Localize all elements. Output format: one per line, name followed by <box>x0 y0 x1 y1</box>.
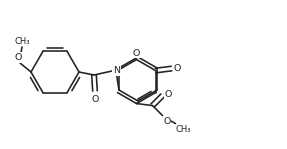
Text: O: O <box>15 53 22 62</box>
Text: O: O <box>91 95 99 104</box>
Text: N: N <box>113 66 120 75</box>
Text: O: O <box>174 64 181 73</box>
Text: O: O <box>164 117 171 126</box>
Text: O: O <box>164 90 172 99</box>
Text: CH₃: CH₃ <box>14 37 30 46</box>
Text: CH₃: CH₃ <box>176 125 191 134</box>
Text: O: O <box>133 49 140 58</box>
